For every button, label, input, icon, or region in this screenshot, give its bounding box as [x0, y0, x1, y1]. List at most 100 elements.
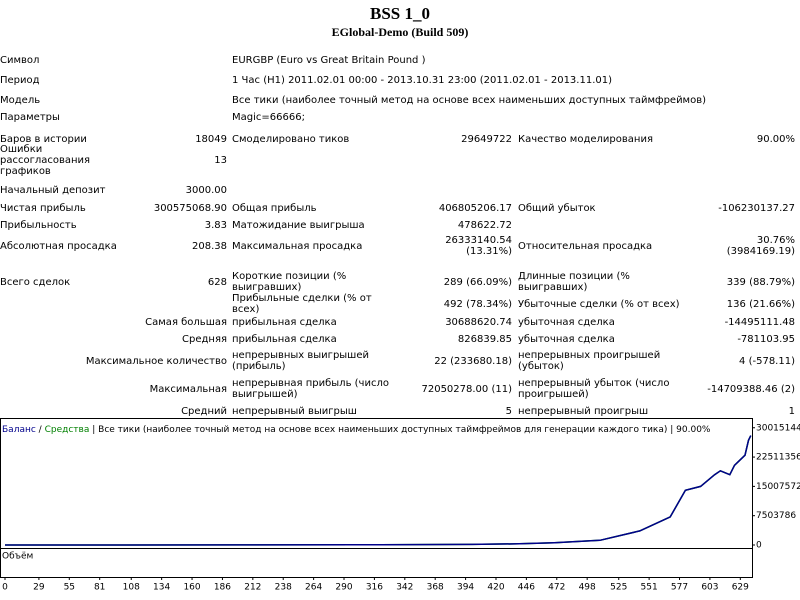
stat-label: убыточная сделка: [518, 316, 615, 328]
info-row: Модель Все тики (наиболее точный метод на…: [0, 92, 800, 108]
stats-row: Самая большая прибыльная сделка 30688620.7…: [0, 308, 800, 336]
stat-value: 30.76% (3984169.19): [726, 235, 795, 257]
x-tick-label: 551: [641, 583, 658, 593]
stat-value: 30688620.74: [445, 316, 512, 328]
legend-entry: Баланс: [2, 425, 36, 435]
chart-frame: [0, 418, 753, 578]
y-tick-label: 7503786: [756, 511, 796, 521]
x-tick-label: 160: [183, 583, 200, 593]
stat-label: непрерывных проигрышей (убыток): [518, 350, 661, 372]
x-tick-label: 342: [396, 583, 413, 593]
info-row: Параметры Magic=66666;: [0, 109, 800, 125]
x-tick-label: 108: [123, 583, 140, 593]
stat-value: -106230137.27: [718, 202, 795, 214]
info-value: Все тики (наиболее точный метод на основ…: [232, 94, 707, 106]
stat-value: 22 (233680.18): [434, 355, 512, 367]
stat-value: 339 (88.79%): [726, 276, 795, 288]
x-tick-label: 472: [548, 583, 565, 593]
stat-value: 3000.00: [185, 184, 227, 196]
stat-label: убыточная сделка: [518, 333, 615, 345]
stats-row: Чистая прибыль 300575068.90 Общая прибыль 4…: [0, 194, 800, 222]
legend-entry: Средства: [45, 425, 90, 435]
stats-row: Средний непрерывный выигрыш 5 непрерывный п…: [0, 397, 800, 425]
stat-value: 478622.72: [457, 219, 512, 231]
info-row: Символ EURGBP (Euro vs Great Britain Poun…: [0, 52, 800, 68]
stat-label: Абсолютная просадка: [0, 240, 117, 252]
stat-value: 29649722: [461, 133, 512, 145]
volume-label: Объём: [2, 552, 33, 562]
stat-label: Смоделировано тиков: [232, 133, 350, 145]
y-tick-label: 30015144: [756, 423, 800, 433]
stat-label: Самая большая: [145, 316, 227, 328]
stat-label: Ошибки рассогласования графиков: [0, 143, 91, 177]
y-tick-label: 15007572: [756, 482, 800, 492]
info-value: 1 Час (H1) 2011.02.01 00:00 - 2013.10.31…: [232, 74, 612, 86]
stat-label: Средняя: [182, 333, 227, 345]
stats-row: Баров в истории 18049 Смоделировано тиков 2…: [0, 125, 800, 153]
stat-value: -781103.95: [737, 333, 795, 345]
info-label: Параметры: [0, 111, 60, 123]
x-tick-label: 81: [94, 583, 105, 593]
stats-row: Ошибки рассогласования графиков 13: [0, 143, 800, 177]
x-tick-label: 55: [64, 583, 75, 593]
x-tick-label: 368: [427, 583, 444, 593]
legend-separator: /: [39, 425, 43, 435]
stat-value: 136 (21.66%): [726, 298, 795, 310]
stat-value: 406805206.17: [438, 202, 512, 214]
stat-value: 1: [788, 405, 795, 417]
stat-label: Максимальное количество: [85, 355, 227, 367]
info-label: Период: [0, 74, 40, 86]
stat-label: Матожидание выигрыша: [232, 219, 365, 231]
stat-label: непрерывная прибыль (число выигрышей): [232, 378, 389, 400]
x-tick-label: 29: [33, 583, 45, 593]
x-tick-label: 629: [732, 583, 749, 593]
stat-label: непрерывный выигрыш: [232, 405, 357, 417]
stat-label: Прибыльность: [0, 219, 77, 231]
stat-label: Общий убыток: [518, 202, 596, 214]
stat-value: 26333140.54 (13.31%): [445, 235, 512, 257]
stat-label: Чистая прибыль: [0, 202, 86, 214]
stat-value: 289 (66.09%): [443, 276, 512, 288]
stat-value: 72050278.00 (11): [421, 383, 512, 395]
series-line: [5, 435, 752, 546]
stats-row: Всего сделок 628 Короткие позиции (% выигр…: [0, 268, 800, 296]
x-tick-label: 420: [487, 583, 504, 593]
info-label: Модель: [0, 94, 41, 106]
stat-value: 18049: [195, 133, 227, 145]
stat-value: 826839.85: [457, 333, 512, 345]
x-tick-label: 212: [244, 583, 261, 593]
y-tick-label: 0: [756, 541, 762, 551]
stat-label: непрерывных выигрышей (прибыль): [232, 350, 369, 372]
x-tick-label: 603: [701, 583, 718, 593]
stat-label: Баров в истории: [0, 133, 87, 145]
x-tick-label: 446: [518, 583, 535, 593]
stat-label: непрерывный убыток (число проигрышей): [518, 378, 670, 400]
stat-label: Максимальная просадка: [232, 240, 363, 252]
stat-value: 4 (-578.11): [739, 355, 795, 367]
x-tick-label: 264: [305, 583, 322, 593]
x-tick-label: 394: [457, 583, 474, 593]
stat-label: Всего сделок: [0, 276, 71, 288]
stat-label: Короткие позиции (% выигравших): [232, 271, 347, 293]
stats-row: Прибыльность 3.83 Матожидание выигрыша 4786…: [0, 211, 800, 239]
chart-header: Баланс / Средства | Все тики (наиболее т…: [2, 425, 711, 435]
stat-value: 3.83: [204, 219, 227, 231]
x-tick-label: 134: [153, 583, 170, 593]
x-tick-label: 186: [214, 583, 231, 593]
stats-row: Максимальная непрерывная прибыль (число в…: [0, 375, 800, 403]
stat-value: -14495111.48: [724, 316, 795, 328]
header-text: | Все тики (наиболее точный метод на осн…: [92, 425, 711, 435]
stat-value: 90.00%: [756, 133, 795, 145]
info-label: Символ: [0, 54, 40, 66]
stat-label: Длинные позиции (% выигравших): [518, 271, 630, 293]
stat-label: Убыточные сделки (% от всех): [518, 298, 680, 310]
stats-row: Начальный депозит 3000.00: [0, 176, 800, 204]
stat-label: Начальный депозит: [0, 184, 106, 196]
stat-label: Относительная просадка: [518, 240, 653, 252]
stat-value: 13: [214, 154, 227, 166]
stat-value: -14709388.46 (2): [707, 383, 795, 395]
y-tick-label: 22511356: [756, 453, 800, 463]
stat-label: Общая прибыль: [232, 202, 317, 214]
stat-value: 492 (78.34%): [443, 298, 512, 310]
